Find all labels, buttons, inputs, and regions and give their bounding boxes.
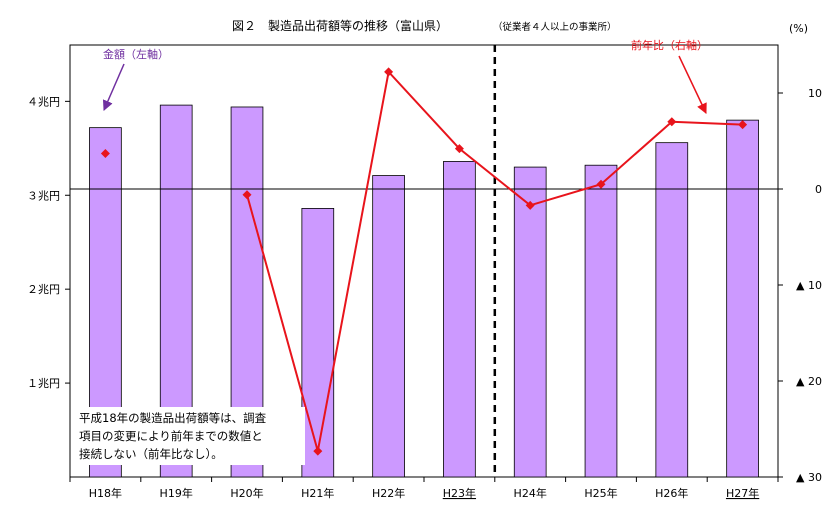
ratio-point	[667, 117, 677, 127]
bar	[372, 175, 405, 478]
bar-annotation-arrow	[102, 63, 125, 111]
x-tick-label: H27年	[726, 486, 759, 500]
ratio-point	[313, 446, 323, 456]
x-tick-label: H20年	[230, 486, 263, 500]
line-series-annotation: 前年比（右軸）	[631, 38, 708, 52]
bar	[655, 142, 689, 478]
bar	[584, 164, 618, 478]
ratio-point	[242, 190, 252, 200]
right-tick-label: ▲ 10	[796, 279, 822, 292]
right-tick-label: 10	[808, 87, 822, 100]
chart-subtitle: （従業者４人以上の事業所）	[493, 21, 617, 33]
note-line-1: 平成18年の製造品出荷額等は、調査	[79, 411, 267, 425]
ratio-point	[596, 179, 606, 189]
bar-series-annotation: 金額（左軸）	[103, 47, 169, 61]
x-tick-label: H18年	[89, 486, 122, 500]
bar	[301, 208, 335, 478]
right-tick-label: ▲ 30	[796, 471, 822, 484]
x-tick-label: H24年	[514, 486, 547, 500]
left-tick-label: ３兆円	[27, 189, 60, 202]
right-tick-label: ▲ 20	[796, 375, 822, 388]
bar	[726, 119, 759, 478]
ratio-point	[525, 200, 535, 210]
bar	[513, 166, 547, 478]
x-tick-label: H26年	[655, 486, 688, 500]
right-axis-unit: (%)	[789, 22, 808, 35]
ratio-point	[100, 148, 110, 158]
ratio-point	[738, 120, 748, 130]
ratio-point	[384, 67, 394, 77]
left-tick-label: １兆円	[27, 377, 60, 390]
left-tick-label: ２兆円	[27, 283, 60, 296]
note-line-2: 項目の変更により前年までの数値と	[79, 429, 263, 443]
right-tick-label: 0	[815, 183, 822, 196]
bar	[443, 161, 476, 478]
left-tick-label: ４兆円	[27, 95, 60, 108]
x-tick-label: H21年	[301, 486, 334, 500]
ratio-line	[246, 69, 743, 452]
x-tick-label: H22年	[372, 486, 405, 500]
x-tick-label: H25年	[584, 486, 617, 500]
chart-title: 図２ 製造品出荷額等の推移（富山県）	[232, 18, 448, 33]
line-annotation-arrow	[678, 55, 707, 114]
x-tick-label: H23年	[443, 486, 476, 500]
ratio-point	[454, 144, 464, 154]
x-tick-label: H19年	[160, 486, 193, 500]
note-line-3: 接続しない（前年比なし）。	[79, 447, 223, 461]
note-box: 平成18年の製造品出荷額等は、調査 項目の変更により前年までの数値と 接続しない…	[75, 407, 305, 465]
